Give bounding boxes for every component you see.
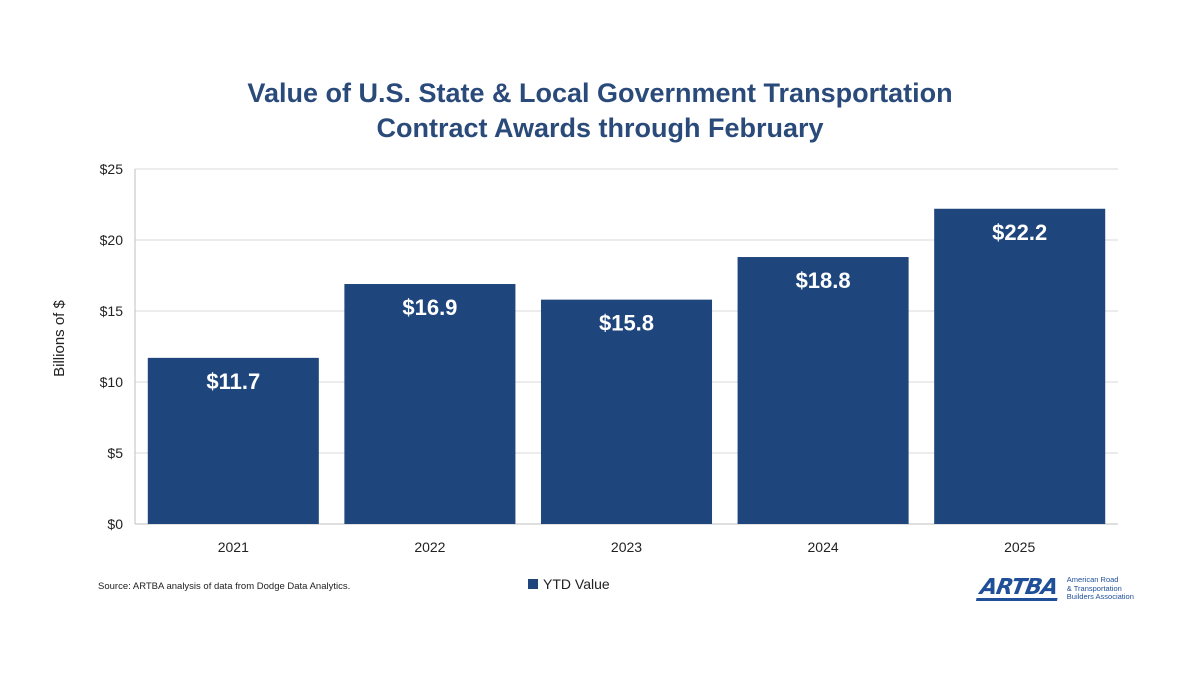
data-label: $15.8 <box>599 311 654 336</box>
data-label: $11.7 <box>206 369 260 394</box>
y-tick-label: $10 <box>100 374 124 390</box>
y-tick-label: $20 <box>100 232 124 248</box>
x-tick-label: 2022 <box>414 539 445 555</box>
legend: YTD Value <box>528 576 610 592</box>
y-tick-label: $25 <box>100 161 124 177</box>
x-tick-label: 2021 <box>218 539 249 555</box>
logo-text-line-2: & Transportation <box>1066 583 1122 593</box>
y-tick-label: $15 <box>100 303 124 319</box>
x-tick-label: 2023 <box>611 539 642 555</box>
data-label: $22.2 <box>992 220 1047 245</box>
data-label: $18.8 <box>796 268 851 293</box>
bar <box>147 357 319 524</box>
logo-text: American Road & Transportation Builders … <box>1067 576 1134 602</box>
chart-title-line-1: Value of U.S. State & Local Government T… <box>247 78 953 108</box>
y-axis-label: Billions of $ <box>51 299 68 376</box>
data-label: $16.9 <box>402 295 457 320</box>
bar <box>737 257 909 524</box>
legend-label: YTD Value <box>543 576 610 592</box>
y-tick-label: $0 <box>107 516 123 532</box>
logo-text-line-3: Builders Association <box>1066 592 1134 602</box>
source-note: Source: ARTBA analysis of data from Dodg… <box>98 581 351 592</box>
logo-text-line-1: American Road <box>1066 575 1119 585</box>
y-tick-label: $5 <box>107 445 123 461</box>
chart-title: Value of U.S. State & Local Government T… <box>0 76 1200 146</box>
bar <box>344 284 516 524</box>
legend-swatch <box>528 579 538 589</box>
bar <box>934 208 1106 524</box>
x-tick-label: 2025 <box>1004 539 1035 555</box>
logo-mark: ARTBA <box>975 575 1061 601</box>
x-tick-label: 2024 <box>808 539 839 555</box>
chart-title-line-2: Contract Awards through February <box>376 113 824 143</box>
artba-logo: ARTBA American Road & Transportation Bui… <box>975 574 1138 604</box>
bar <box>540 299 713 524</box>
